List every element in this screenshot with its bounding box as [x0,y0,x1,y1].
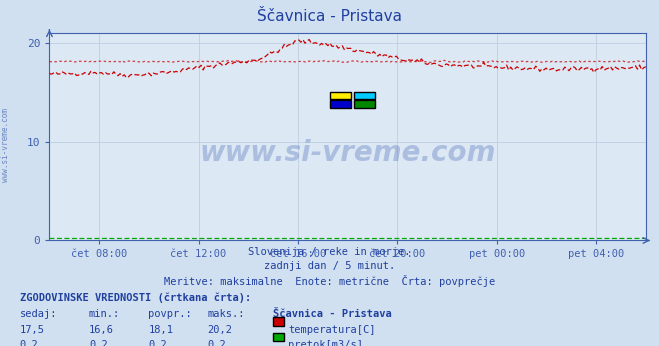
Text: 0,2: 0,2 [20,340,38,346]
Text: 0,2: 0,2 [89,340,107,346]
Text: www.si-vreme.com: www.si-vreme.com [200,139,496,167]
Text: pretok[m3/s]: pretok[m3/s] [288,340,363,346]
Text: maks.:: maks.: [208,309,245,319]
Text: ZGODOVINSKE VREDNOSTI (črtkana črta):: ZGODOVINSKE VREDNOSTI (črtkana črta): [20,292,251,303]
Text: 0,2: 0,2 [148,340,167,346]
Text: temperatura[C]: temperatura[C] [288,325,376,335]
Text: Ščavnica - Pristava: Ščavnica - Pristava [257,9,402,24]
Text: sedaj:: sedaj: [20,309,57,319]
Text: povpr.:: povpr.: [148,309,192,319]
Text: 16,6: 16,6 [89,325,114,335]
Text: Meritve: maksimalne  Enote: metrične  Črta: povprečje: Meritve: maksimalne Enote: metrične Črta… [164,275,495,287]
Text: 20,2: 20,2 [208,325,233,335]
FancyBboxPatch shape [354,92,375,99]
FancyBboxPatch shape [330,100,351,108]
FancyBboxPatch shape [330,92,351,99]
Text: zadnji dan / 5 minut.: zadnji dan / 5 minut. [264,261,395,271]
Text: 0,2: 0,2 [208,340,226,346]
Text: min.:: min.: [89,309,120,319]
FancyBboxPatch shape [354,100,375,108]
Text: Ščavnica - Pristava: Ščavnica - Pristava [273,309,392,319]
Text: 18,1: 18,1 [148,325,173,335]
Text: www.si-vreme.com: www.si-vreme.com [1,108,10,182]
Text: Slovenija / reke in morje.: Slovenija / reke in morje. [248,247,411,257]
Text: 17,5: 17,5 [20,325,45,335]
